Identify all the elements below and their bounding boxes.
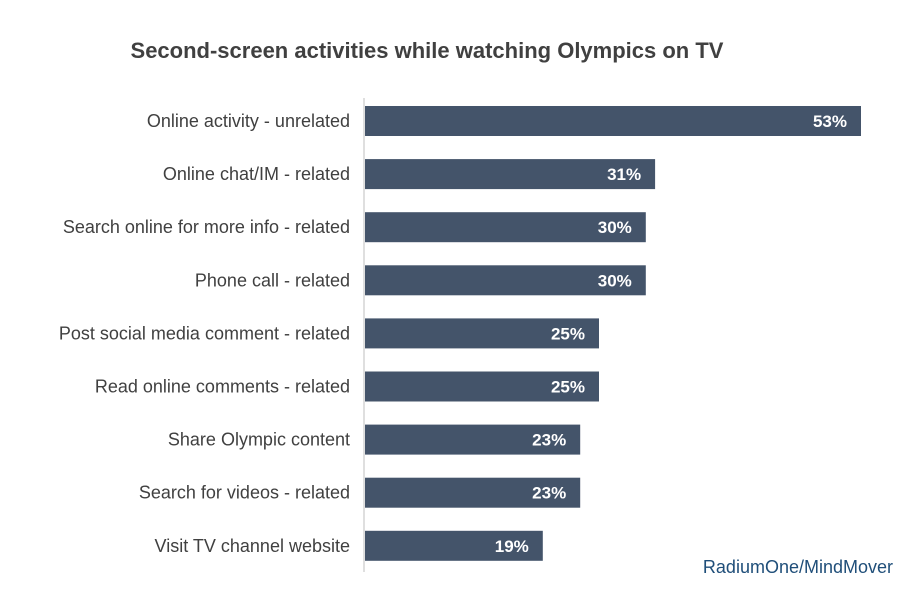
- bar: [365, 318, 599, 349]
- category-label: Online activity - unrelated: [147, 111, 350, 131]
- category-label: Read online comments - related: [95, 377, 350, 397]
- category-label: Phone call - related: [195, 270, 350, 290]
- bar: [365, 212, 646, 243]
- bar: [365, 424, 581, 455]
- data-label: 23%: [532, 431, 566, 450]
- bar: [365, 530, 543, 561]
- bar: [365, 106, 861, 136]
- category-label: Search online for more info - related: [63, 217, 350, 237]
- category-label: Online chat/IM - related: [163, 164, 350, 184]
- category-label: Visit TV channel website: [155, 536, 350, 556]
- category-label: Share Olympic content: [168, 430, 350, 450]
- bar: [365, 371, 599, 402]
- data-label: 30%: [598, 271, 632, 290]
- bar: [365, 477, 581, 508]
- bar: [365, 265, 646, 296]
- bars-group: Online activity - unrelated 53% Online cha…: [59, 106, 861, 561]
- source-note: RadiumOne/MindMover: [703, 557, 893, 577]
- chart-title: Second-screen activities while watching …: [131, 38, 724, 63]
- data-label: 25%: [551, 324, 585, 343]
- data-label: 23%: [532, 484, 566, 503]
- category-label: Search for videos - related: [139, 483, 350, 503]
- data-label: 19%: [495, 537, 529, 556]
- data-label: 53%: [813, 112, 847, 131]
- data-label: 31%: [607, 165, 641, 184]
- data-label: 30%: [598, 218, 632, 237]
- category-label: Post social media comment - related: [59, 323, 350, 343]
- bar: [365, 159, 656, 190]
- data-label: 25%: [551, 378, 585, 397]
